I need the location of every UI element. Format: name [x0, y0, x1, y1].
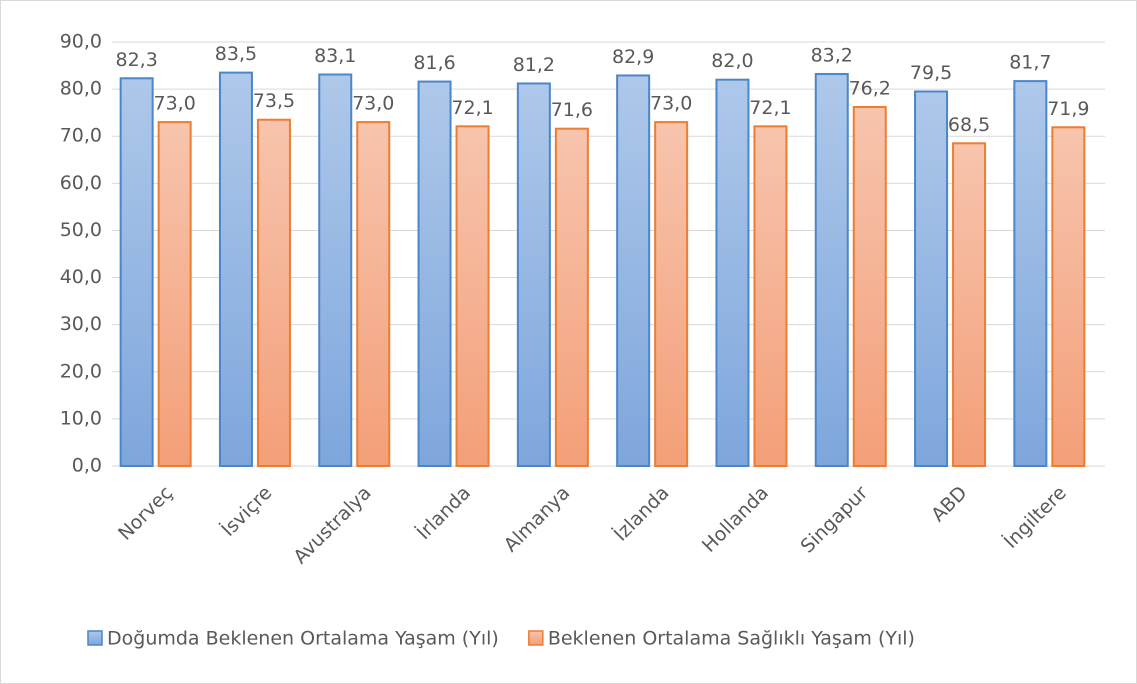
data-label: 82,3 — [115, 49, 157, 71]
data-label: 81,6 — [413, 52, 455, 74]
bar — [218, 71, 253, 467]
data-label: 73,0 — [153, 93, 195, 115]
y-tick-label: 40,0 — [60, 266, 102, 288]
data-label: 76,2 — [849, 78, 891, 100]
data-label: 79,5 — [910, 62, 952, 84]
y-tick-label: 60,0 — [60, 172, 102, 194]
bar — [516, 82, 551, 468]
bar — [852, 106, 887, 467]
bar — [455, 125, 490, 467]
data-label: 81,2 — [513, 54, 555, 76]
bar — [318, 73, 353, 468]
bar — [1051, 126, 1086, 467]
data-label: 83,2 — [811, 45, 853, 67]
bar — [952, 142, 987, 468]
data-label: 83,1 — [314, 45, 356, 67]
data-label: 71,6 — [551, 99, 593, 121]
legend-label: Doğumda Beklenen Ortalama Yaşam (Yıl) — [107, 628, 499, 650]
bar — [753, 125, 788, 467]
legend-label: Beklenen Ortalama Sağlıklı Yaşam (Yıl) — [548, 628, 915, 650]
data-label: 73,0 — [352, 93, 394, 115]
data-label: 73,0 — [650, 93, 692, 115]
data-label: 71,9 — [1047, 98, 1089, 120]
bar — [715, 78, 750, 467]
bar — [914, 90, 949, 467]
y-tick-label: 10,0 — [60, 407, 102, 429]
bar — [256, 118, 291, 467]
data-label: 72,1 — [451, 97, 493, 119]
bar — [417, 80, 452, 467]
data-label: 82,0 — [711, 50, 753, 72]
legend-marker — [528, 630, 544, 646]
bar — [554, 127, 589, 467]
data-label: 73,5 — [253, 90, 295, 112]
bar — [157, 121, 192, 467]
bar — [654, 121, 689, 467]
y-tick-label: 0,0 — [72, 455, 102, 477]
data-label: 81,7 — [1009, 52, 1051, 74]
bar — [616, 74, 651, 468]
data-label: 82,9 — [612, 46, 654, 68]
y-tick-label: 30,0 — [60, 313, 102, 335]
y-tick-label: 70,0 — [60, 125, 102, 147]
data-label: 68,5 — [948, 114, 990, 136]
bar — [356, 121, 391, 467]
bar — [119, 77, 154, 468]
data-label: 83,5 — [215, 43, 257, 65]
data-label: 72,1 — [749, 97, 791, 119]
y-tick-label: 80,0 — [60, 78, 102, 100]
y-tick-label: 50,0 — [60, 219, 102, 241]
y-tick-label: 20,0 — [60, 360, 102, 382]
legend-marker — [87, 630, 103, 646]
y-tick-label: 90,0 — [60, 31, 102, 53]
bar — [814, 73, 849, 467]
bar — [1013, 80, 1048, 467]
